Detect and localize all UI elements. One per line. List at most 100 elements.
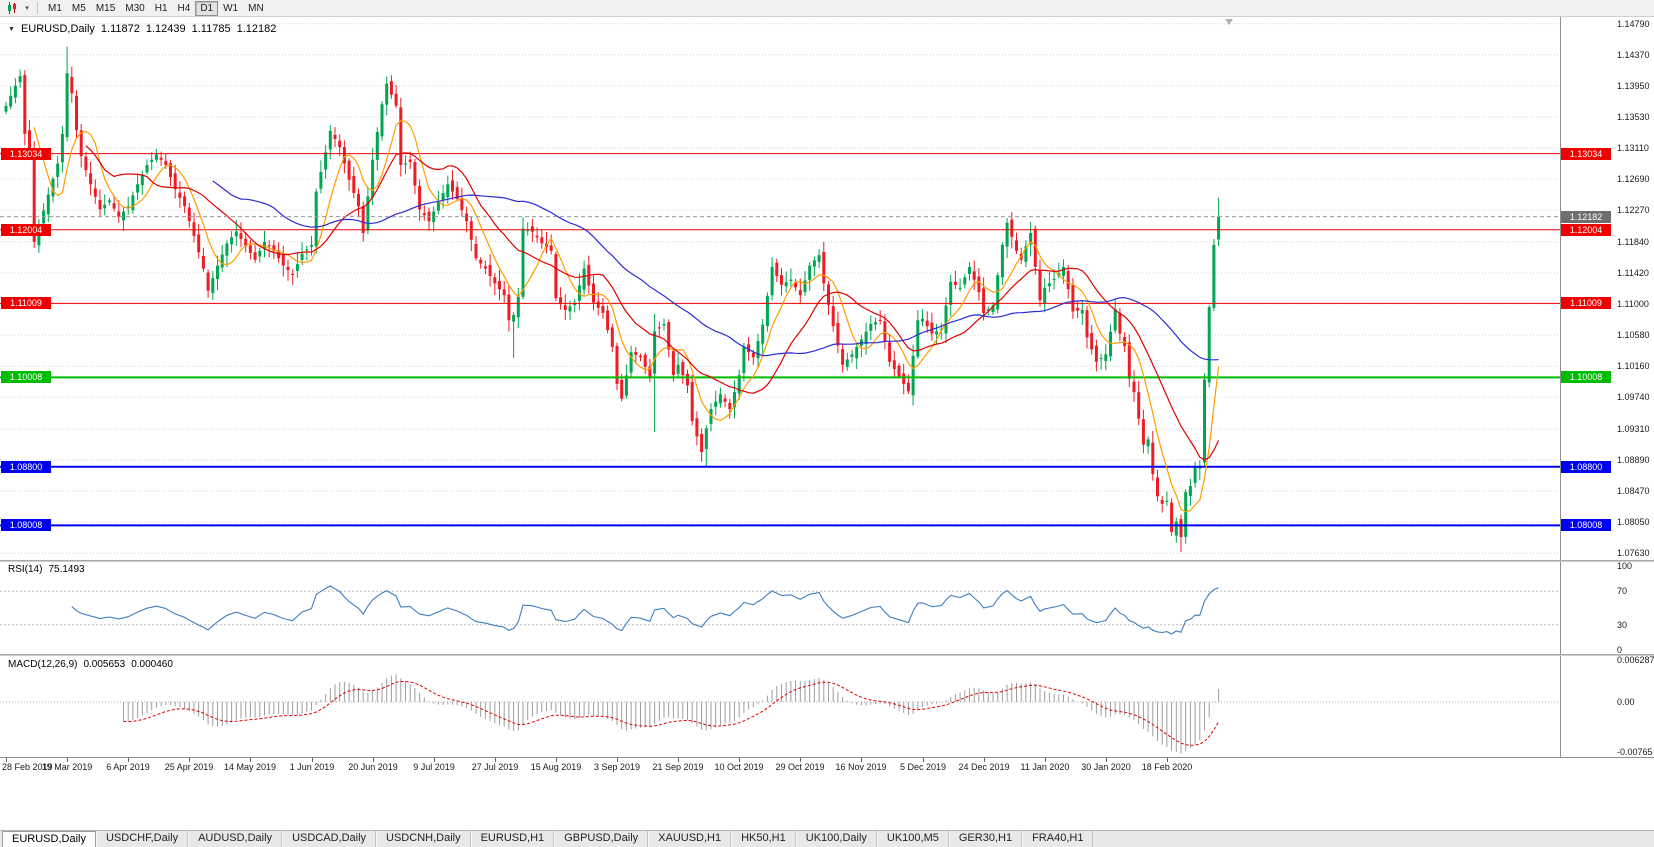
- rsi-label: RSI(14) 75.1493: [8, 564, 85, 575]
- price-axis-label: 1.09310: [1617, 424, 1650, 435]
- price-axis-label: 1.13110: [1617, 142, 1649, 153]
- tab-gbpusd-daily[interactable]: GBPUSD,Daily: [554, 831, 649, 847]
- timeframe-button-w1[interactable]: W1: [218, 1, 243, 16]
- price-axis-label: 1.14790: [1617, 18, 1650, 29]
- price-axis-label: 1.11420: [1617, 267, 1649, 278]
- tab-usdcad-daily[interactable]: USDCAD,Daily: [282, 831, 377, 847]
- candlestick-icon-glyph: [8, 2, 16, 14]
- tab-usdcnh-daily[interactable]: USDCNH,Daily: [376, 831, 471, 847]
- date-tick: [1045, 758, 1046, 762]
- chart-header: ▼ EURUSD,Daily 1.11872 1.12439 1.11785 1…: [8, 23, 276, 35]
- tab-usdchf-daily[interactable]: USDCHF,Daily: [95, 831, 189, 847]
- ohlc-low: 1.11785: [191, 23, 231, 35]
- dropdown-caret-icon[interactable]: ▾: [25, 5, 29, 12]
- price-axis-label: 1.11000: [1617, 299, 1649, 310]
- panel-divider[interactable]: [0, 654, 1654, 656]
- date-axis-label: 14 May 2019: [223, 762, 277, 772]
- date-axis-label: 16 Nov 2019: [835, 762, 887, 772]
- price-tag: 1.08800: [1, 460, 51, 473]
- rsi-panel[interactable]: [0, 562, 1560, 654]
- tab-ger30-h1[interactable]: GER30,H1: [948, 831, 1023, 847]
- timeframe-button-m15[interactable]: M15: [91, 1, 120, 16]
- price-axis-label: 1.08470: [1617, 486, 1650, 497]
- chart-shift-marker[interactable]: [1225, 19, 1233, 25]
- price-axis-label: 1.08050: [1617, 517, 1650, 528]
- price-tag: 1.13034: [1, 147, 51, 160]
- macd-axis-label: 0.006287: [1617, 655, 1654, 666]
- candlestick-chart[interactable]: [0, 17, 1560, 560]
- moving-average-18: [85, 145, 1220, 461]
- rsi-axis-label: 30: [1617, 619, 1628, 630]
- ohlc-open: 1.11872: [100, 23, 140, 35]
- date-tick: [312, 758, 313, 762]
- date-axis-label: 28 Feb 2019: [2, 762, 53, 772]
- panel-divider[interactable]: [0, 560, 1654, 562]
- ohlc-high: 1.12439: [145, 23, 186, 35]
- macd-axis-label: 0.00: [1617, 696, 1635, 707]
- rsi-axis-label: 70: [1617, 586, 1628, 597]
- tab-xauusd-h1[interactable]: XAUUSD,H1: [648, 831, 732, 847]
- rsi-line: [71, 585, 1219, 635]
- price-tag: 1.12004: [1, 223, 51, 236]
- macd-axis-label: -0.00765: [1617, 747, 1653, 758]
- price-scale-border: [1560, 17, 1561, 757]
- date-tick: [861, 758, 862, 762]
- price-tag: 1.08800: [1561, 460, 1611, 473]
- tab-uk100-m5[interactable]: UK100,M5: [876, 831, 949, 847]
- timeframe-button-m30[interactable]: M30: [120, 1, 149, 16]
- price-tag: 1.12004: [1561, 223, 1611, 236]
- timeframe-button-h1[interactable]: H1: [150, 1, 173, 16]
- date-axis-label: 27 Jul 2019: [471, 762, 519, 772]
- price-tag: 1.11009: [1, 297, 51, 310]
- timeframe-button-h4[interactable]: H4: [173, 1, 196, 16]
- tab-hk50-h1[interactable]: HK50,H1: [731, 831, 796, 847]
- price-axis-label: 1.13530: [1617, 111, 1650, 122]
- tab-eurusd-h1[interactable]: EURUSD,H1: [470, 831, 555, 847]
- macd-main-value: 0.005653: [83, 659, 126, 670]
- price-tag: 1.08008: [1561, 519, 1611, 532]
- date-axis-label: 1 Jun 2019: [289, 762, 335, 772]
- date-axis-label: 19 Mar 2019: [41, 762, 93, 772]
- horizontal-level-lines: [0, 153, 1560, 527]
- macd-signal-value: 0.000460: [131, 659, 173, 670]
- rsi-axis-label: 100: [1617, 561, 1633, 571]
- date-axis-label: 5 Dec 2019: [899, 762, 947, 772]
- date-axis-label: 20 Jun 2019: [348, 762, 398, 772]
- tab-fra40-h1[interactable]: FRA40,H1: [1022, 831, 1094, 847]
- price-tag: 1.08008: [1, 519, 51, 532]
- date-axis-label: 21 Sep 2019: [652, 762, 704, 772]
- date-tick: [250, 758, 251, 762]
- date-axis-border: [0, 757, 1654, 758]
- tab-eurusd-daily[interactable]: EURUSD,Daily: [2, 831, 96, 847]
- timeframe-button-d1[interactable]: D1: [195, 0, 219, 16]
- price-axis-label: 1.14370: [1617, 49, 1650, 60]
- macd-histogram: [123, 674, 1220, 754]
- date-tick: [434, 758, 435, 762]
- price-tag: 1.13034: [1561, 147, 1611, 160]
- date-tick: [739, 758, 740, 762]
- date-axis-label: 29 Oct 2019: [775, 762, 825, 772]
- timeframe-toolbar: ▾ M1 M5 M15 M30 H1 H4 D1 W1 MN: [0, 0, 1654, 17]
- tab-audusd-daily[interactable]: AUDUSD,Daily: [188, 831, 283, 847]
- moving-average-7: [33, 120, 1220, 513]
- date-axis-label: 30 Jan 2020: [1081, 762, 1131, 772]
- rsi-name: RSI(14): [8, 564, 43, 575]
- price-tag: 1.10008: [1, 371, 51, 384]
- macd-panel[interactable]: [0, 656, 1560, 757]
- chart-tabs: EURUSD,Daily USDCHF,Daily AUDUSD,Daily USDC…: [0, 830, 1654, 847]
- date-tick: [373, 758, 374, 762]
- date-tick: [556, 758, 557, 762]
- date-axis-label: 10 Oct 2019: [714, 762, 764, 772]
- gridlines: [0, 23, 1560, 554]
- date-tick: [128, 758, 129, 762]
- symbol-dropdown-icon[interactable]: ▼: [8, 25, 15, 33]
- price-axis-label: 1.08890: [1617, 455, 1650, 466]
- timeframe-button-mn[interactable]: MN: [243, 1, 269, 16]
- timeframe-button-m5[interactable]: M5: [67, 1, 91, 16]
- toolbar-separator: [37, 2, 38, 14]
- tab-uk100-daily[interactable]: UK100,Daily: [795, 831, 877, 847]
- candlestick-tool-icon[interactable]: [3, 1, 21, 16]
- timeframe-button-m1[interactable]: M1: [43, 1, 67, 16]
- price-axis-label: 1.09740: [1617, 392, 1650, 403]
